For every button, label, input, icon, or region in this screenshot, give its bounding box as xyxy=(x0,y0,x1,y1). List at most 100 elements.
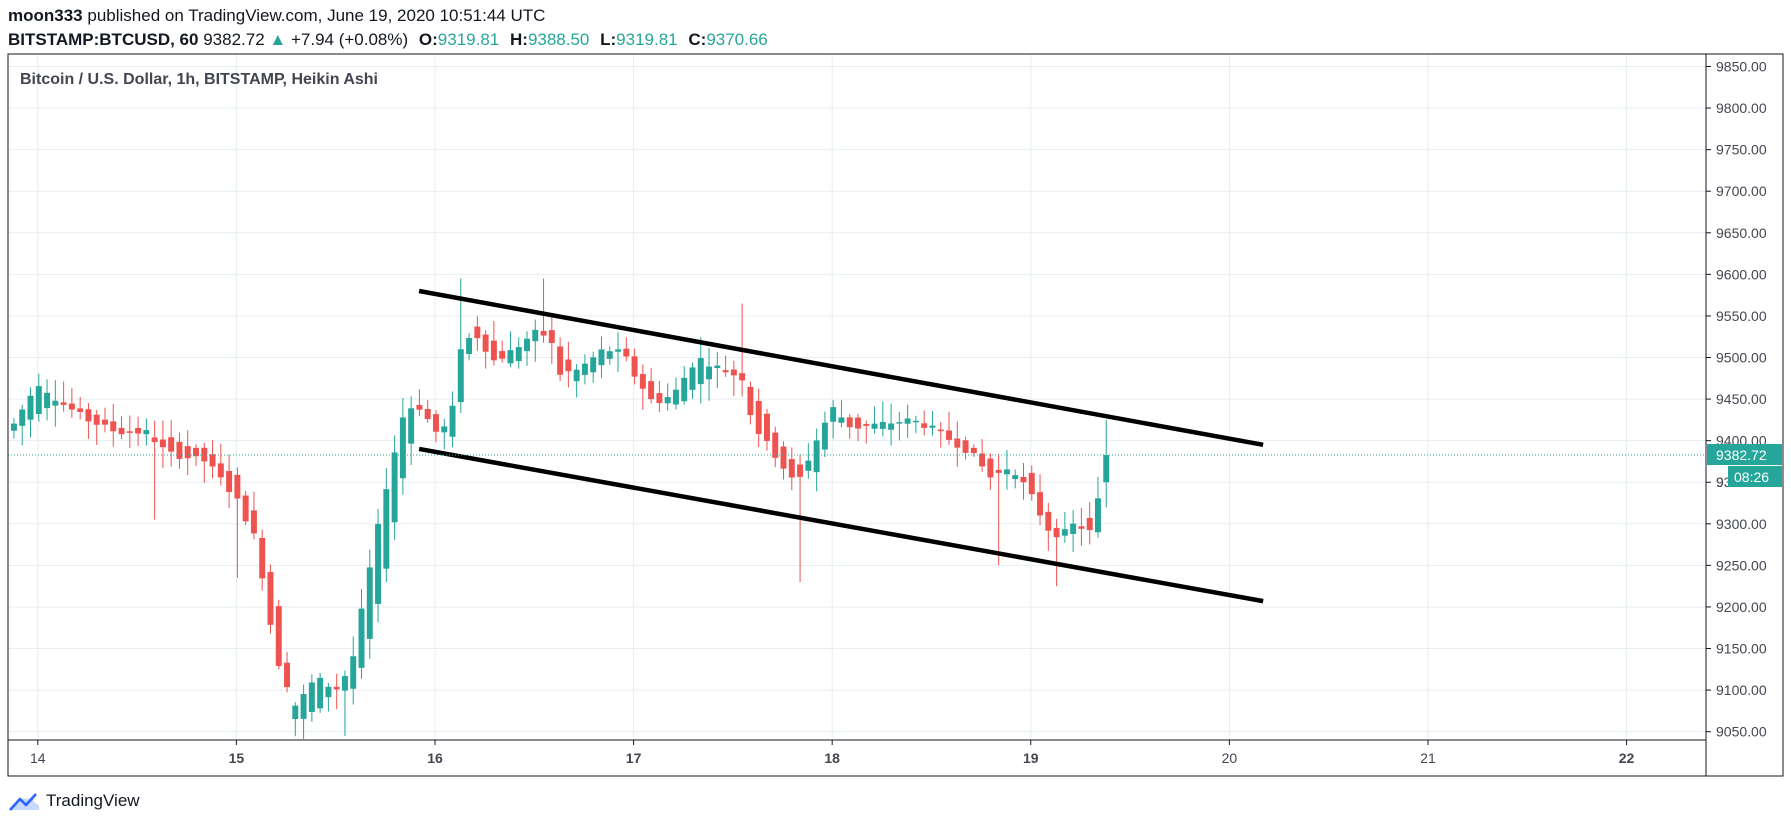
y-tick-label: 9200.00 xyxy=(1716,599,1767,615)
candle-up xyxy=(457,349,464,403)
candle-up xyxy=(672,389,679,405)
drawings[interactable] xyxy=(8,288,1706,604)
candle-down xyxy=(623,348,630,357)
candle-down xyxy=(168,437,175,452)
x-tick-label: 16 xyxy=(427,750,443,766)
price-axis[interactable]: 9850.00 9800.00 9750.00 9700.00 9650.00 9600.… xyxy=(1706,58,1767,740)
candle-down xyxy=(557,346,564,375)
candle-down xyxy=(482,334,489,352)
candle-up xyxy=(598,349,605,366)
candle-up xyxy=(581,363,588,375)
candle-down xyxy=(267,572,274,625)
candle-up xyxy=(449,405,456,437)
candle-down xyxy=(201,447,208,462)
x-tick-label: 14 xyxy=(30,750,46,766)
low-value: 9319.81 xyxy=(616,30,678,49)
candle-down xyxy=(242,495,249,522)
candle-down xyxy=(217,463,224,478)
candle-up xyxy=(689,367,696,390)
low-label: L: xyxy=(600,30,617,49)
chart-frame xyxy=(7,53,1784,777)
candle-up xyxy=(466,337,473,355)
close-value: 9370.66 xyxy=(706,30,768,49)
candle-down xyxy=(275,606,282,666)
candle-down xyxy=(788,459,795,478)
candle-down xyxy=(656,393,663,404)
grid xyxy=(8,54,1706,740)
candle-down xyxy=(1045,511,1052,531)
candle-down xyxy=(648,381,655,400)
tradingview-logo-icon xyxy=(9,793,40,811)
candle-up xyxy=(821,422,828,450)
high-label: H: xyxy=(509,30,528,49)
candle-down xyxy=(250,510,257,534)
candle-up xyxy=(714,365,721,369)
candle-up xyxy=(515,347,522,362)
candle-down xyxy=(209,454,216,467)
candle-down xyxy=(565,359,572,372)
x-tick-label: 15 xyxy=(229,750,245,766)
candle-down xyxy=(1020,476,1027,483)
y-tick-label: 9300.00 xyxy=(1716,516,1767,532)
candle-down xyxy=(1053,527,1060,538)
candle-up xyxy=(143,430,150,435)
candle-down xyxy=(102,419,108,425)
candle-down xyxy=(474,326,481,339)
y-tick-label: 9600.00 xyxy=(1716,266,1767,282)
candle-up xyxy=(35,386,42,414)
candle-down xyxy=(763,413,770,441)
candle-down xyxy=(68,403,75,410)
publisher-name[interactable]: moon333 xyxy=(8,6,83,25)
last-price-badge-text: 9382.72 xyxy=(1716,447,1767,463)
symbol-name: BITSTAMP:BTCUSD, 60 xyxy=(8,30,199,49)
y-tick-label: 9450.00 xyxy=(1716,391,1767,407)
candle-up xyxy=(813,440,820,473)
candle-down xyxy=(193,447,199,457)
candle-down xyxy=(954,438,961,448)
candle-down xyxy=(863,424,870,426)
candle-down xyxy=(631,356,638,377)
chart-title: Bitcoin / U.S. Dollar, 1h, BITSTAMP, Hei… xyxy=(20,71,378,88)
candle-down xyxy=(135,427,142,434)
candle-down xyxy=(730,369,737,376)
candle-up xyxy=(350,656,357,689)
candle-up xyxy=(52,400,59,406)
published-text: published on TradingView.com, June 19, 2… xyxy=(82,6,546,25)
candle-up xyxy=(904,418,911,424)
tradingview-brand[interactable]: TradingView xyxy=(8,790,140,812)
candle-down xyxy=(846,417,853,428)
x-tick-label: 17 xyxy=(626,750,642,766)
candle-up xyxy=(375,523,382,604)
x-tick-label: 22 xyxy=(1619,750,1635,766)
lower-trendline[interactable] xyxy=(418,446,1264,604)
candle-up xyxy=(391,452,398,523)
candle-up xyxy=(830,407,837,422)
candle-down xyxy=(184,446,191,459)
candle-up xyxy=(317,677,324,709)
candle-down xyxy=(1086,517,1093,531)
close-label: C: xyxy=(688,30,707,49)
candle-down xyxy=(1037,492,1044,516)
candle-down xyxy=(85,409,92,422)
candle-down xyxy=(855,417,861,429)
candle-up xyxy=(27,395,34,420)
candle-down xyxy=(110,421,117,432)
last-price-badge xyxy=(1707,444,1782,466)
candle-up xyxy=(606,351,613,359)
candle-up xyxy=(44,392,51,409)
candle-down xyxy=(772,432,779,458)
time-axis[interactable]: 14 15 16 17 18 19 20 21 22 xyxy=(30,740,1635,766)
candle-down xyxy=(540,330,547,336)
candle-up xyxy=(341,676,348,691)
candle-down xyxy=(159,439,166,448)
candle-down xyxy=(499,351,506,359)
candle-up xyxy=(532,329,539,342)
candle-up xyxy=(697,358,704,385)
candle-down xyxy=(1078,526,1085,529)
candles xyxy=(10,278,1110,739)
candle-down xyxy=(284,662,291,688)
candle-down xyxy=(490,340,497,361)
upper-trendline[interactable] xyxy=(418,288,1264,448)
candle-up xyxy=(358,608,365,668)
